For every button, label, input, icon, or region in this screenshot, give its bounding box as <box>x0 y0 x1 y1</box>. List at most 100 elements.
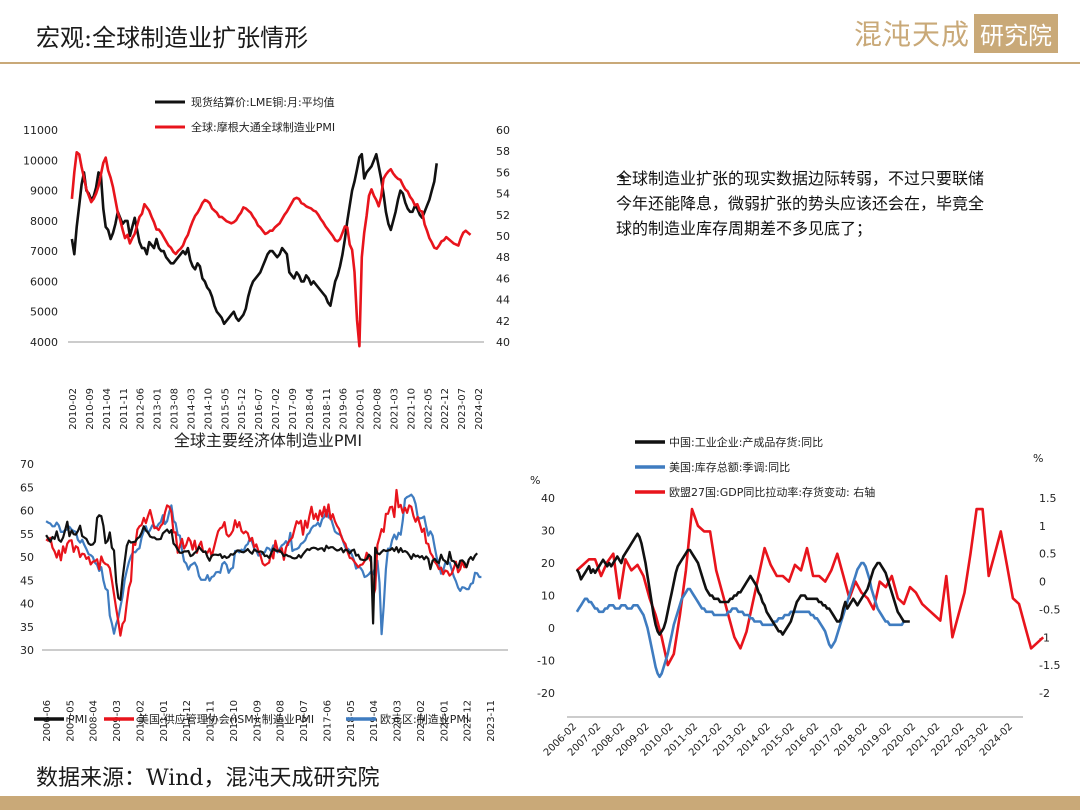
bullet-text: 全球制造业扩张的现实数据边际转弱，不过只要联储今年还能降息，微弱扩张的势头应该还… <box>616 169 985 238</box>
y-right-tick: 44 <box>496 294 510 307</box>
y-right-tick: 60 <box>496 124 510 137</box>
y-left-tick: 8000 <box>30 215 58 228</box>
chart-inventory-cycle: %%-20-10010203040-2-1.5-1-0.500.511.5200… <box>530 435 1060 759</box>
y-left-tick: 40 <box>541 492 555 505</box>
y-tick: 70 <box>20 458 34 471</box>
chart2-x-tick: 2017-06 <box>322 700 333 742</box>
chart2-x-tick: 2011-01 <box>159 700 170 742</box>
chart2-x-tick: 2007-05 <box>65 700 76 742</box>
chart2-x-tick: 2016-07 <box>299 700 310 742</box>
chart1-x-tick: 2018-11 <box>322 388 333 430</box>
chart1-x-tick: 2019-06 <box>339 388 350 430</box>
chart1-x-tick: 2014-03 <box>186 388 197 430</box>
series-line-2 <box>45 488 470 637</box>
y-left-tick: 5000 <box>30 306 58 319</box>
chart2-x-tick: 2022-12 <box>463 700 474 742</box>
y-right-tick: 54 <box>496 188 510 201</box>
chart-copper-pmi: 4000 5000 6000 7000 8000 9000 10000 11000 40 42 44… <box>23 95 510 430</box>
chart2-x-tick: 2009-03 <box>112 700 123 742</box>
chart1-x-tick: 2011-11 <box>119 388 130 430</box>
chart2-x-tick: 2023-11 <box>486 700 497 742</box>
chart1-x-tick: 2021-10 <box>406 388 417 430</box>
chart1-x-tick: 2024-02 <box>474 388 485 430</box>
chart2-x-tick: 2022-01 <box>439 700 450 742</box>
chart2-x-tick: 2020-03 <box>393 700 404 742</box>
chart2-x-tick: 2015-08 <box>276 700 287 742</box>
chart2-x-tick: 2014-09 <box>252 700 263 742</box>
chart2-x-tick: 2012-11 <box>206 700 217 742</box>
y-right-tick: -2 <box>1039 687 1050 700</box>
y-left-tick: 6000 <box>30 275 58 288</box>
footer-band <box>0 796 1080 810</box>
y-right-tick: 50 <box>496 230 510 243</box>
y-left-tick: 30 <box>541 525 555 538</box>
y-left-tick: 4000 <box>30 336 58 349</box>
y-left-tick: 11000 <box>23 124 58 137</box>
chart1-x-tick: 2021-03 <box>389 388 400 430</box>
legend-label-2: 美国:供应管理协会(ISM):制造业PMI <box>138 712 314 726</box>
chart1-x-tick: 2016-07 <box>254 388 265 430</box>
series-line-1 <box>575 532 910 636</box>
chart1-x-tick: 2020-08 <box>373 388 384 430</box>
y-tick: 50 <box>20 551 34 564</box>
y-right-tick: 1 <box>1039 520 1046 533</box>
legend-label-2: 美国:库存总额:季调:同比 <box>669 460 790 474</box>
y-tick: 65 <box>20 481 34 494</box>
data-source: 数据来源：Wind，混沌天成研究院 <box>36 766 380 791</box>
y-right-tick: 46 <box>496 272 510 285</box>
logo-box: 研究院 <box>974 13 1058 53</box>
logo-text: 混沌天成 <box>853 18 970 51</box>
y-right-tick: 0 <box>1039 576 1046 589</box>
y-tick: 40 <box>20 598 34 611</box>
y-right-tick: 0.5 <box>1039 548 1057 561</box>
chart1-x-tick: 2020-01 <box>356 388 367 430</box>
header-divider <box>0 62 1080 64</box>
y-right-tick: 40 <box>496 336 510 349</box>
chart1-x-tick: 2018-04 <box>305 388 316 430</box>
y-tick: 55 <box>20 528 34 541</box>
legend-label-1: PMI <box>68 713 87 726</box>
y-left-tick: 10 <box>541 590 555 603</box>
chart1-x-tick: 2022-12 <box>440 388 451 430</box>
y-tick: 60 <box>20 505 34 518</box>
chart1-x-tick: 2022-05 <box>423 388 434 430</box>
y-tick: 45 <box>20 574 34 587</box>
y-right-tick: 48 <box>496 251 510 264</box>
logo: 混沌天成 研究院 <box>853 13 1058 53</box>
chart1-x-tick: 2013-01 <box>153 388 164 430</box>
y-right-tick: -1 <box>1039 631 1050 644</box>
series-line-2 <box>70 151 472 348</box>
chart1-x-tick: 2013-08 <box>170 388 181 430</box>
series-line-2 <box>575 561 906 679</box>
chart1-x-tick: 2015-12 <box>237 388 248 430</box>
chart2-x-tick: 2021-02 <box>416 700 427 742</box>
y-right-tick: -1.5 <box>1039 659 1060 672</box>
y-left-tick: 7000 <box>30 245 58 258</box>
page-title: 宏观:全球制造业扩张情形 <box>36 24 309 52</box>
series-line-1 <box>70 152 438 326</box>
chart1-x-tick: 2012-06 <box>136 388 147 430</box>
chart2-x-tick: 2019-04 <box>369 700 380 742</box>
y-right-tick: -0.5 <box>1039 603 1060 616</box>
y-right-tick: 42 <box>496 315 510 328</box>
legend-label-1: 现货结算价:LME铜:月:平均值 <box>191 95 335 109</box>
series-line-3 <box>576 507 1045 667</box>
legend-label-3: 欧盟27国:GDP同比拉动率:存货变动: 右轴 <box>669 485 875 499</box>
y-left-tick: 9000 <box>30 185 58 198</box>
y-right-tick: 56 <box>496 166 510 179</box>
y-right-tick: 1.5 <box>1039 492 1057 505</box>
y-left-tick: 20 <box>541 557 555 570</box>
chart2-x-tick: 2010-02 <box>135 700 146 742</box>
y-left-tick: -20 <box>537 687 555 700</box>
bullet-marker: • <box>618 170 627 186</box>
y-left-unit: % <box>530 474 540 487</box>
series-line-1 <box>45 514 478 625</box>
chart2-x-tick: 2011-12 <box>182 700 193 742</box>
chart1-x-tick: 2014-10 <box>203 388 214 430</box>
chart2-x-tick: 2006-06 <box>42 700 53 742</box>
chart1-x-tick: 2015-05 <box>220 388 231 430</box>
chart2-x-tick: 2008-04 <box>89 700 100 742</box>
chart2-x-tick: 2018-05 <box>346 700 357 742</box>
y-tick: 30 <box>20 644 34 657</box>
legend-label-1: 中国:工业企业:产成品存货:同比 <box>669 435 823 449</box>
